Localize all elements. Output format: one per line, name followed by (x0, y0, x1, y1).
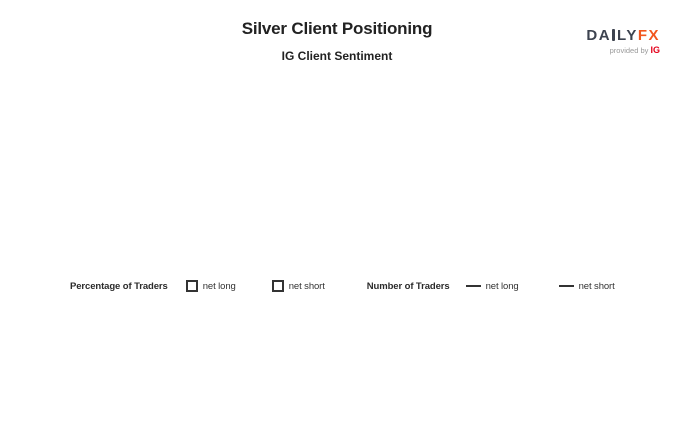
legend-group-percentage-label: Percentage of Traders (70, 280, 168, 292)
logo-daily-left: DA (586, 27, 612, 44)
page-title: Silver Client Positioning (241, 19, 433, 38)
net-short-line-icon (558, 285, 574, 287)
logo-provided-by: provided by IG (586, 44, 660, 56)
legend-item-count-net-long[interactable]: net long (465, 280, 519, 292)
logo-daily-right: LY (617, 27, 638, 44)
net-long-line-icon (465, 285, 481, 287)
dailyfx-logo: DA LYFX provided by IG (586, 27, 660, 56)
logo-i-bar-icon (612, 29, 615, 41)
legend-item-pct-net-long[interactable]: net long (185, 280, 236, 292)
provided-by-text: provided by (609, 45, 649, 55)
legend-label-count-net-long: net long (485, 280, 519, 292)
logo-ig: IG (650, 44, 660, 55)
legend-label-pct-net-long: net long (202, 280, 236, 292)
chart-subtitle: IG Client Sentiment (281, 49, 393, 63)
net-long-checkbox-icon[interactable] (185, 280, 198, 292)
legend-group-number-label: Number of Traders (366, 280, 450, 292)
dailyfx-wordmark: DA LYFX (586, 27, 660, 45)
legend-item-count-net-short[interactable]: net short (558, 280, 615, 292)
net-short-checkbox-icon[interactable] (271, 280, 284, 292)
legend-label-count-net-short: net short (578, 280, 615, 292)
legend-item-pct-net-short[interactable]: net short (271, 280, 325, 292)
legend: Percentage of Traders net long net short… (70, 280, 615, 292)
logo-fx: FX (637, 27, 660, 44)
legend-label-pct-net-short: net short (288, 280, 325, 292)
